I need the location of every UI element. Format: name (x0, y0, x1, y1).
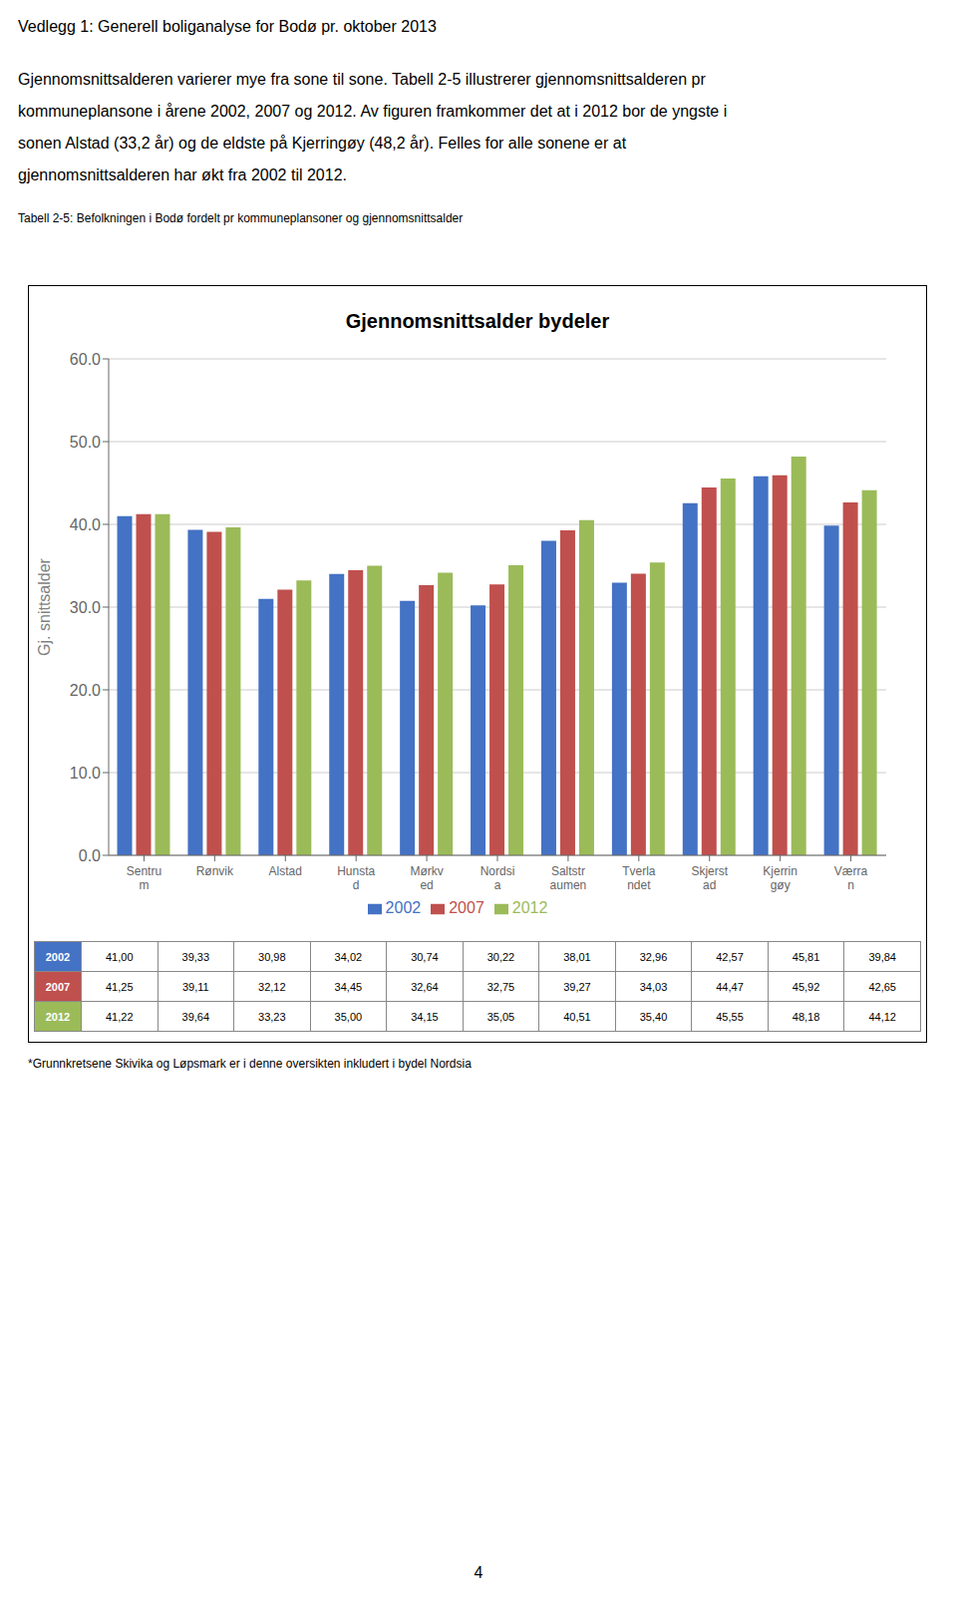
html-text:Tabell 2-5: Befolkningen i Bod: Tabell 2-5: Befolkningen i Bodø fordelt … (17, 211, 463, 226)
svg-text:10.0: 10.0 (69, 764, 101, 782)
html-text:2012: 2012 (512, 899, 548, 917)
svg-text:30.0: 30.0 (69, 599, 101, 617)
html-text:39,84: 39,84 (868, 950, 897, 963)
html-text:2002: 2002 (45, 950, 70, 963)
html-text:sonen Alstad (33,2 år) og de e: sonen Alstad (33,2 år) og de eldste på K… (17, 134, 627, 152)
svg-text:0.0: 0.0 (78, 847, 101, 865)
svg-text:Alstad: Alstad (269, 864, 303, 879)
html-text:30,98: 30,98 (258, 950, 286, 963)
svg-text:Værran: Værran (834, 864, 869, 893)
html-text:32,96: 32,96 (639, 950, 668, 963)
html-text:34,03: 34,03 (639, 980, 668, 993)
svg-text:Gj. snittsalder: Gj. snittsalder (35, 557, 53, 655)
svg-text:40.0: 40.0 (69, 516, 101, 534)
html-text:34,02: 34,02 (334, 950, 362, 963)
html-text:30,22: 30,22 (487, 950, 515, 963)
html-text:Gjennomsnittsalder bydeler: Gjennomsnittsalder bydeler (345, 310, 610, 332)
html-text:*Grunnkretsene Skivika og Løps: *Grunnkretsene Skivika og Løpsmark er i … (27, 1056, 472, 1071)
svg-text:Mørkved: Mørkved (409, 864, 443, 893)
html-text:39,11: 39,11 (182, 980, 210, 993)
svg-text:Kjerringøy: Kjerringøy (762, 864, 798, 893)
html-text:41,22: 41,22 (105, 1010, 134, 1023)
html-text:42,57: 42,57 (716, 950, 744, 963)
html-text:38,01: 38,01 (563, 950, 591, 963)
html-text:32,12: 32,12 (258, 980, 286, 993)
html-text:40,51: 40,51 (563, 1010, 591, 1023)
html-text:35,05: 35,05 (487, 1010, 515, 1023)
html-text:gjennomsnittsalderen har økt f: gjennomsnittsalderen har økt fra 2002 ti… (17, 166, 347, 184)
html-text:39,27: 39,27 (563, 980, 591, 993)
html-text:35,00: 35,00 (334, 1010, 362, 1023)
html-text:35,40: 35,40 (639, 1010, 668, 1023)
svg-text:60.0: 60.0 (69, 350, 101, 368)
html-text:34,15: 34,15 (410, 1010, 439, 1023)
svg-text:Rønvik: Rønvik (196, 864, 235, 879)
svg-text:Skjerstad: Skjerstad (690, 864, 728, 893)
html-text:42,65: 42,65 (868, 980, 897, 993)
html-text:32,75: 32,75 (487, 980, 515, 993)
html-text:Gjennomsnittsalderen varierer: Gjennomsnittsalderen varierer mye fra so… (17, 70, 706, 88)
html-text:44,12: 44,12 (868, 1010, 897, 1023)
html-text:45,55: 45,55 (716, 1010, 744, 1023)
svg-text:Hunstad: Hunstad (336, 864, 375, 893)
html-text:41,25: 41,25 (105, 980, 134, 993)
html-text:33,23: 33,23 (258, 1010, 286, 1023)
html-text:30,74: 30,74 (410, 950, 439, 963)
svg-text:50.0: 50.0 (69, 433, 101, 451)
html-text:48,18: 48,18 (792, 1010, 820, 1023)
html-text:4: 4 (474, 1564, 483, 1582)
html-text:45,92: 45,92 (792, 980, 820, 993)
svg-text:Tverlandet: Tverlandet (622, 864, 656, 893)
html-text:39,64: 39,64 (181, 1010, 210, 1023)
html-text:32,64: 32,64 (410, 980, 439, 993)
svg-text:Saltstraumen: Saltstraumen (550, 864, 588, 893)
html-text:kommuneplansone i årene 2002,: kommuneplansone i årene 2002, 2007 og 20… (17, 102, 728, 120)
svg-text:20.0: 20.0 (69, 681, 101, 699)
html-text:34,45: 34,45 (334, 980, 362, 993)
svg-text:Nordsia: Nordsia (480, 864, 516, 893)
html-text:45,81: 45,81 (792, 950, 820, 963)
html-text:2012: 2012 (45, 1010, 70, 1023)
html-text:44,47: 44,47 (716, 980, 744, 993)
svg-text:Sentrum: Sentrum (126, 864, 162, 893)
html-text:Vedlegg 1: Generell boliganaly: Vedlegg 1: Generell boliganalyse for Bod… (17, 17, 437, 35)
html-text:41,00: 41,00 (105, 950, 134, 963)
html-text:2007: 2007 (448, 899, 485, 917)
html-text:2007: 2007 (45, 980, 70, 993)
html-text:39,33: 39,33 (181, 950, 210, 963)
html-text:2002: 2002 (385, 899, 421, 917)
